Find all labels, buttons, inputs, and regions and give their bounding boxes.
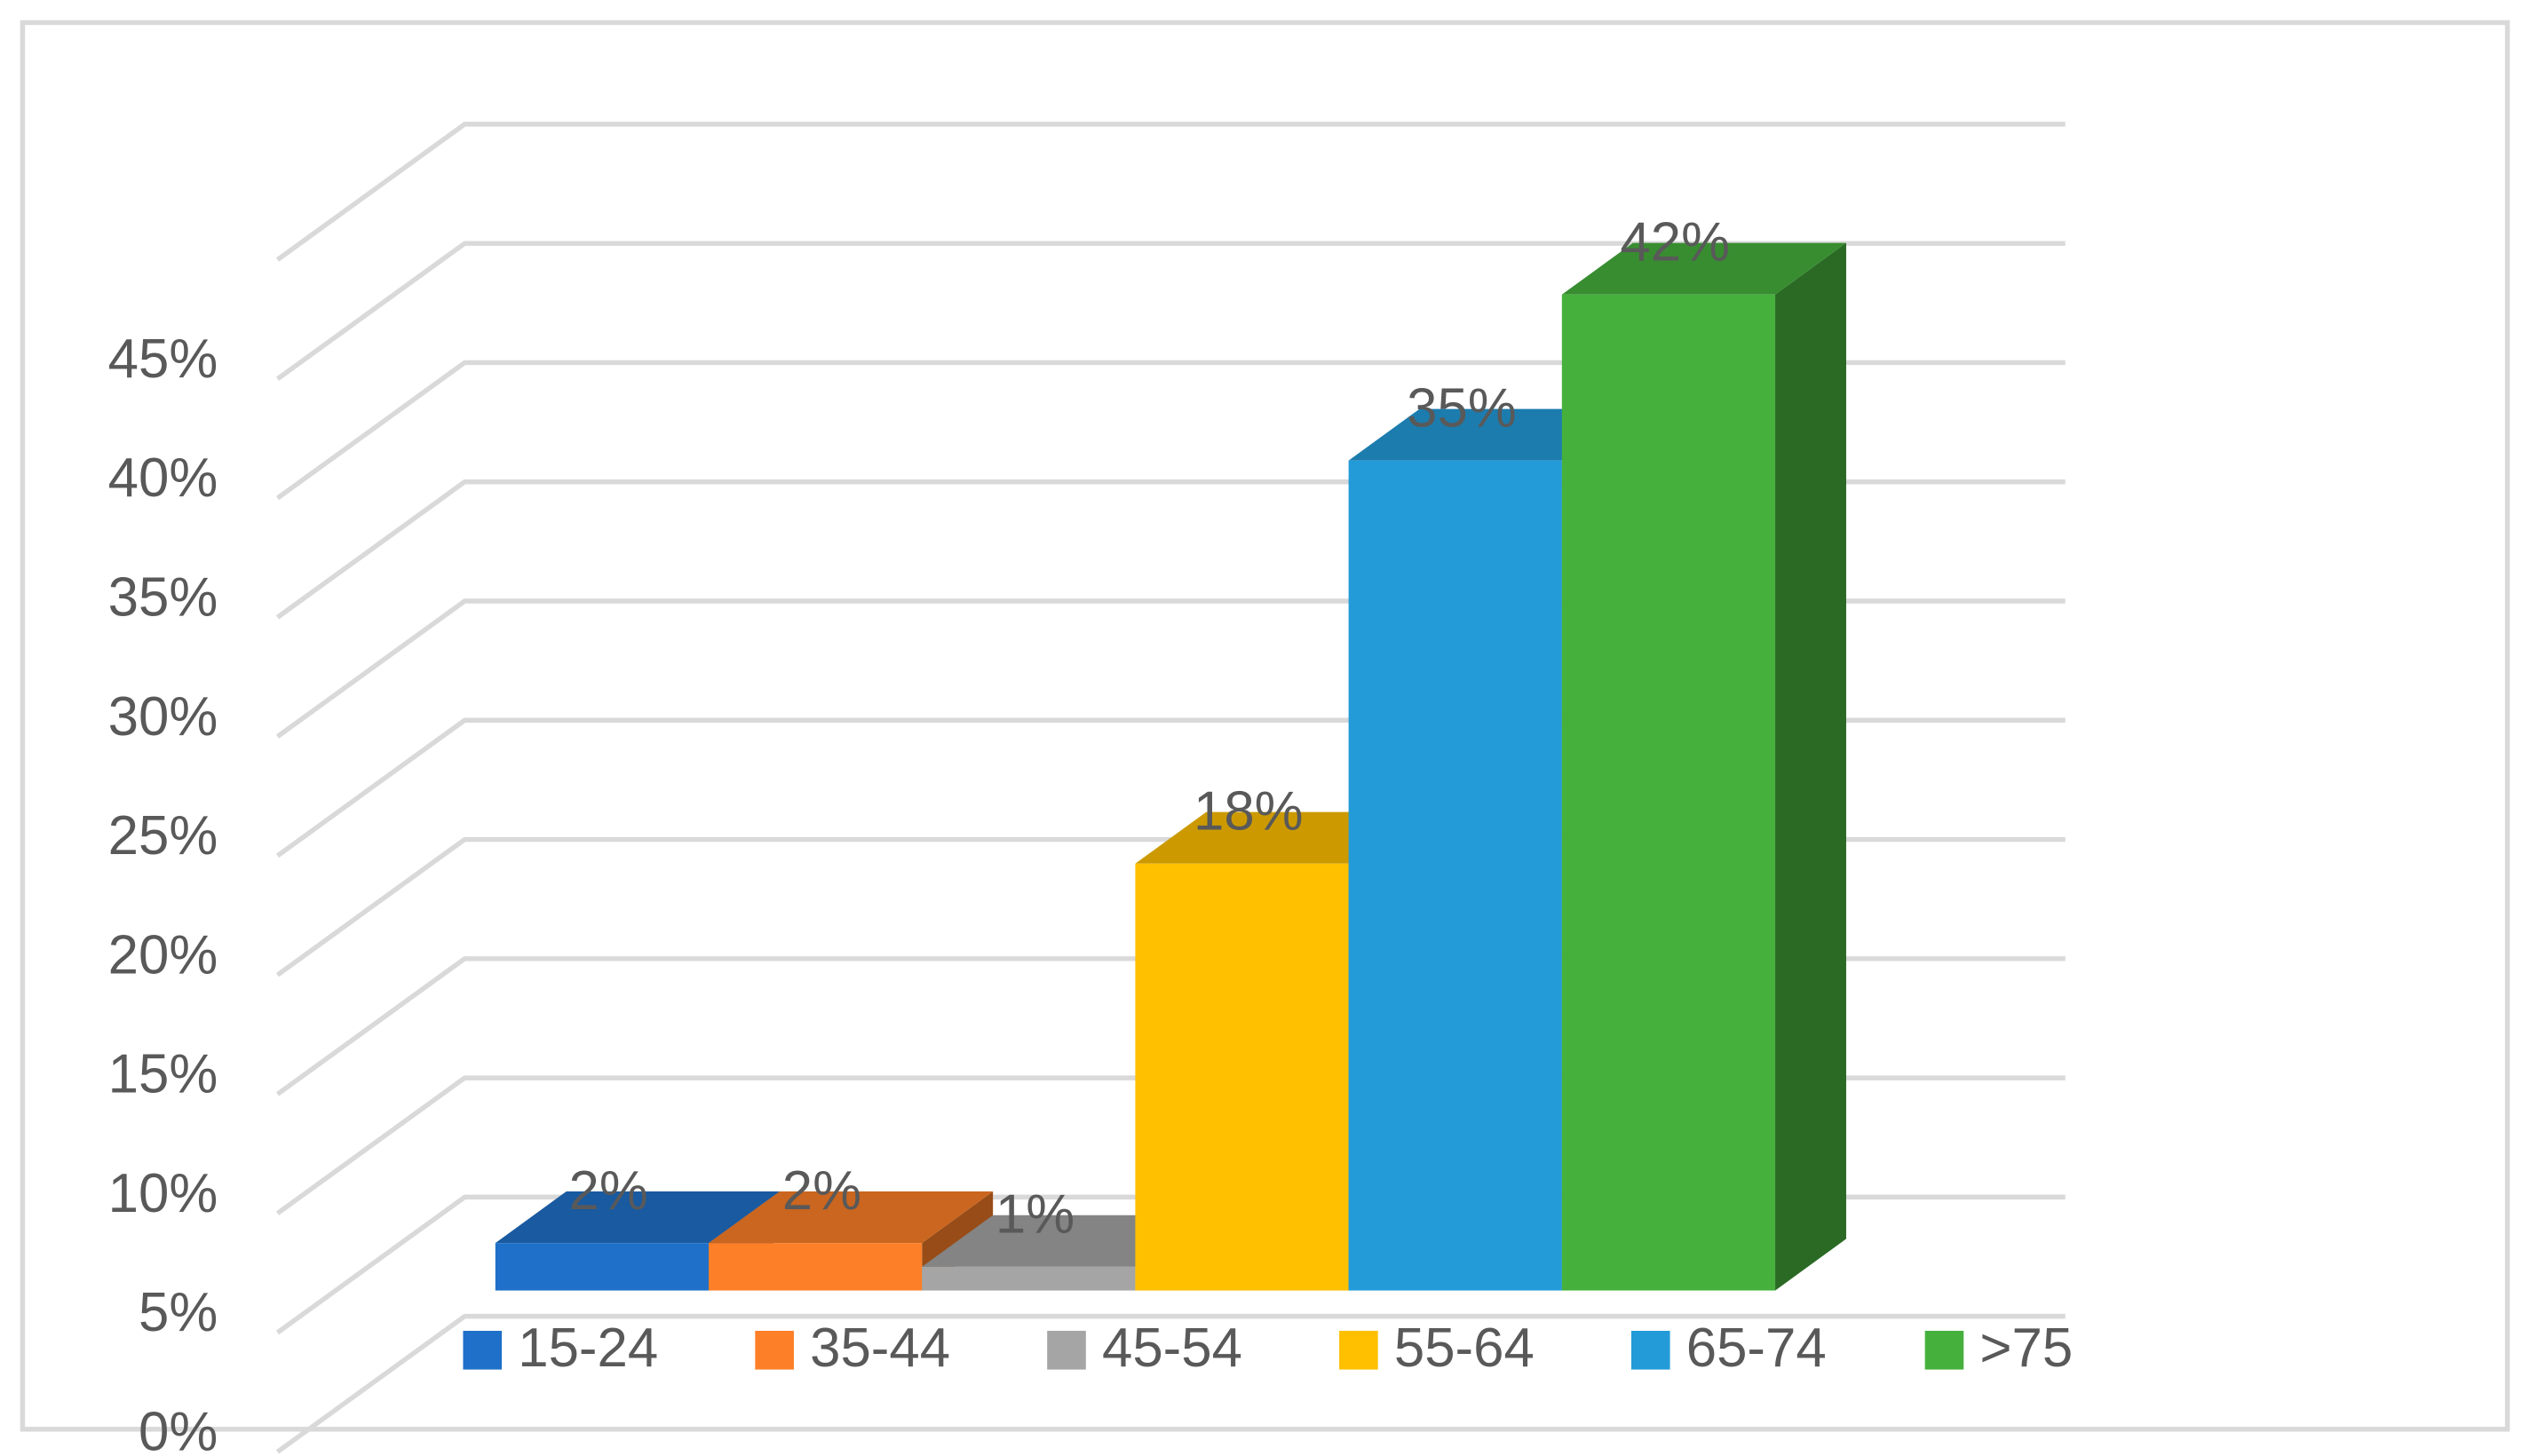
legend-label: 65-74 — [1686, 1318, 1827, 1379]
bar-side — [1775, 242, 1846, 1291]
data-label: 2% — [782, 1160, 861, 1222]
bar-top — [922, 1215, 1207, 1267]
bar-top — [1561, 242, 1846, 295]
y-tick-label: 0% — [139, 1401, 218, 1456]
y-tick-label: 35% — [108, 566, 218, 628]
legend-label: 55-64 — [1394, 1318, 1535, 1379]
data-label: 18% — [1194, 781, 1304, 843]
y-tick-label: 30% — [108, 686, 218, 748]
bar-top — [709, 1191, 994, 1244]
grid-line — [275, 1313, 2066, 1454]
legend-label: 15-24 — [518, 1318, 658, 1379]
bar — [1561, 294, 1776, 1291]
legend-swatch — [1630, 1331, 1670, 1370]
data-label: 42% — [1620, 212, 1730, 273]
plot-frame — [275, 122, 2066, 262]
y-tick-label: 45% — [108, 328, 218, 390]
data-label: 35% — [1407, 378, 1517, 439]
y-tick-label: 15% — [108, 1044, 218, 1105]
legend-swatch — [1924, 1331, 1964, 1370]
bar — [495, 1243, 710, 1291]
bar-top — [1135, 811, 1420, 864]
data-label: 1% — [995, 1184, 1075, 1246]
y-tick-label: 25% — [108, 805, 218, 866]
y-tick-label: 40% — [108, 447, 218, 509]
bar — [922, 1266, 1136, 1291]
legend-label: 45-54 — [1102, 1318, 1242, 1379]
data-label: 2% — [569, 1160, 648, 1222]
bar-top — [1348, 408, 1633, 461]
legend-swatch — [463, 1331, 503, 1370]
bar-top — [495, 1191, 780, 1244]
legend-swatch — [1047, 1331, 1086, 1370]
grid-line — [275, 241, 2066, 382]
bar — [709, 1243, 923, 1291]
y-tick-label: 10% — [108, 1163, 218, 1224]
legend-label: >75 — [1979, 1318, 2073, 1379]
bar — [1348, 460, 1562, 1291]
legend-swatch — [755, 1331, 794, 1370]
legend-label: 35-44 — [810, 1318, 950, 1379]
legend-swatch — [1339, 1331, 1378, 1370]
y-tick-label: 5% — [139, 1282, 218, 1343]
grid-line — [275, 360, 2066, 501]
bar — [1135, 863, 1349, 1291]
y-tick-label: 20% — [108, 924, 218, 985]
